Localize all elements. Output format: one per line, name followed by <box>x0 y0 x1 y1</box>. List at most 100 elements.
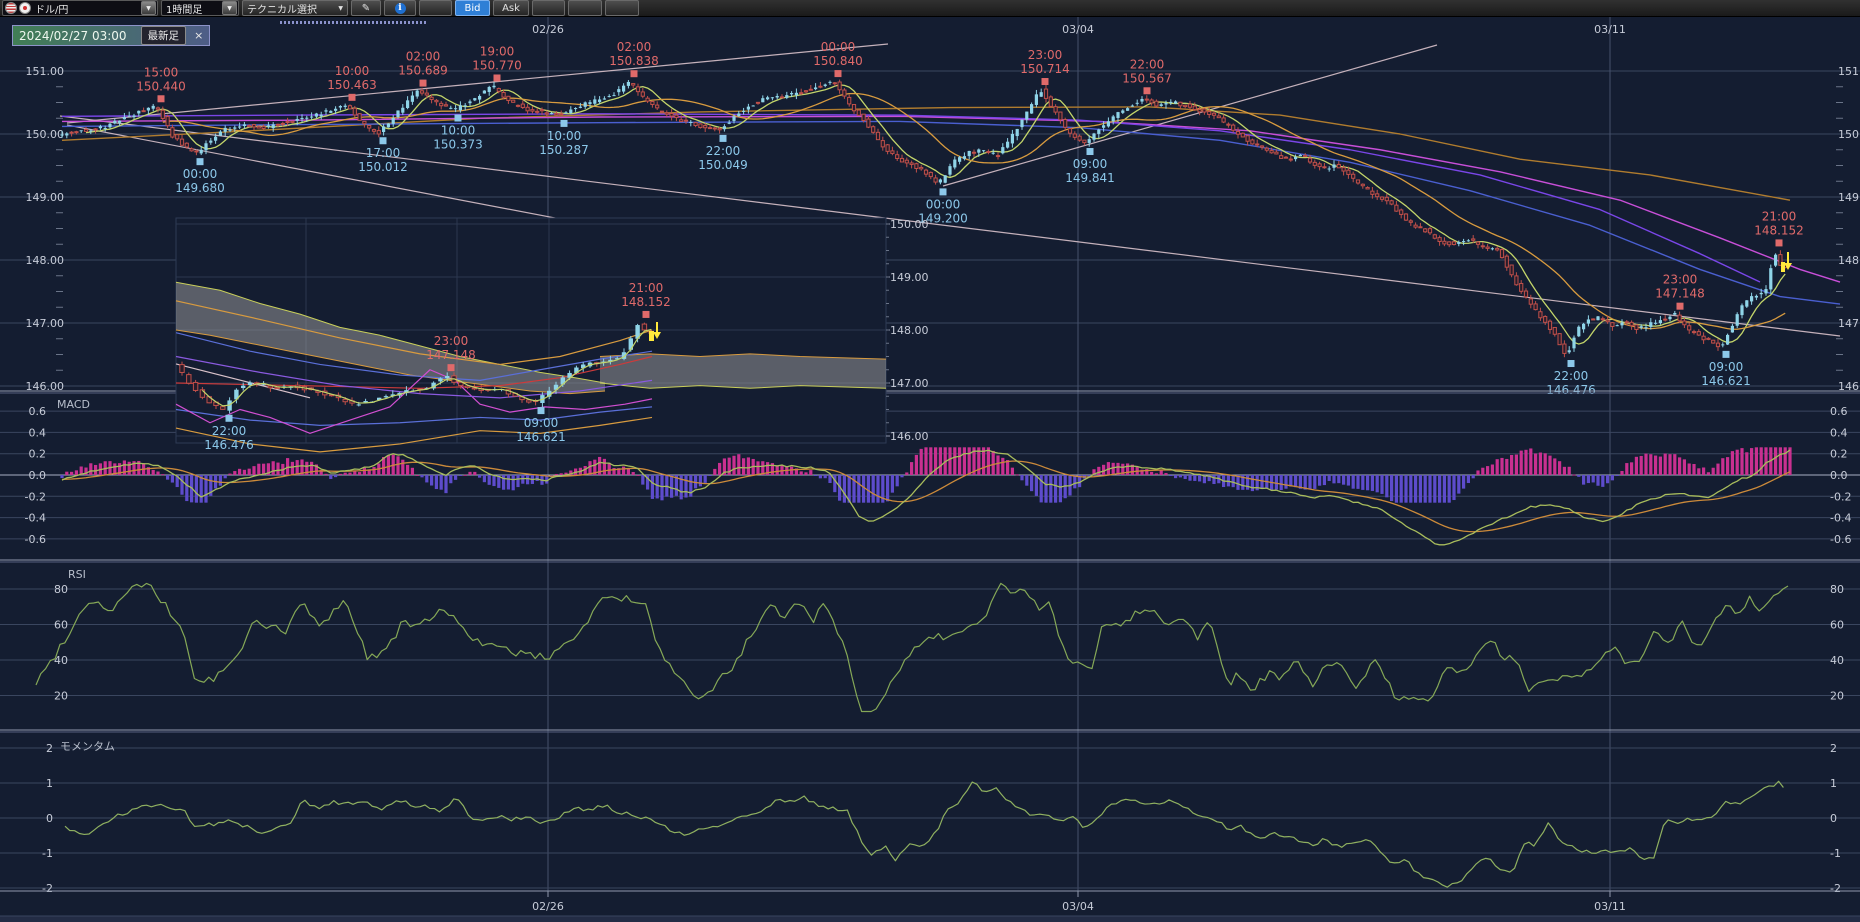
svg-text:03/11: 03/11 <box>1594 23 1626 36</box>
candle-chart-button[interactable] <box>1 0 565 28</box>
toolbar: ドル/円 ▼ 1時間足 ▼ テクニカル選択 ▼ ✎ i Bid Ask ↕ <box>0 0 1860 28</box>
tab-scroll-ticks[interactable] <box>280 21 427 24</box>
svg-text:23:00: 23:00 <box>1663 273 1698 287</box>
svg-text:0.4: 0.4 <box>1830 426 1848 439</box>
svg-text:147.148: 147.148 <box>426 348 476 362</box>
svg-text:02:00: 02:00 <box>406 50 441 64</box>
area-chart-button[interactable] <box>1 0 452 26</box>
technical-select-button[interactable]: テクニカル選択 ▼ <box>242 0 348 16</box>
zoom-inset-window[interactable]: 150.00 149.00 148.00 147.00 146.00 23:00147.1… <box>175 217 929 453</box>
svg-text:0.6: 0.6 <box>29 405 47 418</box>
svg-text:150.00: 150.00 <box>890 218 929 231</box>
currency-pair-label: ドル/円 <box>35 4 69 16</box>
svg-text:149.680: 149.680 <box>175 181 225 195</box>
candles <box>60 79 1788 358</box>
svg-text:60: 60 <box>54 619 68 632</box>
svg-text:150.770: 150.770 <box>472 58 522 72</box>
svg-text:1: 1 <box>46 777 53 790</box>
bid-button[interactable]: Bid <box>455 0 490 16</box>
svg-text:150.049: 150.049 <box>698 158 748 172</box>
svg-text:-0.4: -0.4 <box>1830 512 1851 525</box>
svg-text:148.152: 148.152 <box>1754 223 1804 237</box>
pencil-icon: ✎ <box>361 2 371 14</box>
svg-text:146.476: 146.476 <box>204 438 254 452</box>
chart-area[interactable]: 151.00 151.00 150.00 150.00 149.00 149.00 148.… <box>0 17 1860 922</box>
svg-text:20: 20 <box>54 690 68 703</box>
svg-text:00:00: 00:00 <box>926 197 961 211</box>
svg-text:149.00: 149.00 <box>890 271 929 284</box>
svg-text:150.00: 150.00 <box>1838 128 1860 141</box>
svg-text:80: 80 <box>54 583 68 596</box>
svg-text:15:00: 15:00 <box>144 65 179 79</box>
svg-text:02:00: 02:00 <box>617 40 652 54</box>
svg-text:21:00: 21:00 <box>1762 209 1797 223</box>
svg-text:0.0: 0.0 <box>1830 469 1848 482</box>
svg-text:0.0: 0.0 <box>29 469 47 482</box>
svg-text:146.621: 146.621 <box>516 430 566 444</box>
rsi-panel[interactable] <box>35 582 1789 713</box>
close-icon[interactable]: × <box>194 29 204 42</box>
svg-text:10:00: 10:00 <box>441 124 476 138</box>
chevron-down-icon[interactable]: ▼ <box>141 1 156 15</box>
ask-button[interactable]: Ask <box>493 0 529 16</box>
svg-text:モメンタム: モメンタム <box>60 740 115 753</box>
svg-text:147.00: 147.00 <box>1838 317 1860 330</box>
svg-text:149.00: 149.00 <box>1838 191 1860 204</box>
info-button[interactable]: i <box>384 0 416 16</box>
macd-panel[interactable] <box>60 447 1792 546</box>
svg-text:150.287: 150.287 <box>539 143 589 157</box>
svg-text:150.012: 150.012 <box>358 160 408 174</box>
svg-text:21:00: 21:00 <box>629 281 664 295</box>
currency-pair-select[interactable]: ドル/円 ▼ <box>2 0 158 16</box>
svg-text:147.00: 147.00 <box>26 317 65 330</box>
svg-text:03/04: 03/04 <box>1062 900 1094 913</box>
latest-bar-button[interactable]: 最新足 <box>140 26 187 45</box>
svg-text:149.200: 149.200 <box>918 211 968 225</box>
svg-text:02/26: 02/26 <box>532 900 564 913</box>
svg-text:149.841: 149.841 <box>1065 171 1115 185</box>
zoom-in-button[interactable]: ↕ <box>0 0 639 28</box>
chevron-down-icon[interactable]: ▼ <box>222 1 237 15</box>
timeframe-select[interactable]: 1時間足 ▼ <box>161 0 239 16</box>
svg-text:0.6: 0.6 <box>1830 405 1848 418</box>
ask-label: Ask <box>502 2 520 14</box>
svg-text:-0.4: -0.4 <box>25 512 46 525</box>
svg-text:10:00: 10:00 <box>335 64 370 78</box>
svg-text:150.463: 150.463 <box>327 78 377 92</box>
bid-label: Bid <box>464 2 481 14</box>
svg-text:22:00: 22:00 <box>212 424 247 438</box>
svg-text:-0.2: -0.2 <box>25 490 46 503</box>
svg-text:02/26: 02/26 <box>532 23 564 36</box>
draw-tool-button[interactable]: ✎ <box>351 0 381 16</box>
svg-text:1: 1 <box>1830 777 1837 790</box>
svg-text:148.00: 148.00 <box>26 254 65 267</box>
svg-text:150.689: 150.689 <box>398 64 448 78</box>
us-flag-icon <box>5 2 17 14</box>
info-icon: i <box>394 2 406 14</box>
svg-text:-1: -1 <box>42 847 53 860</box>
svg-text:09:00: 09:00 <box>1709 360 1744 374</box>
svg-text:150.840: 150.840 <box>813 54 863 68</box>
svg-text:03/04: 03/04 <box>1062 23 1094 36</box>
svg-text:-0.2: -0.2 <box>1830 490 1851 503</box>
svg-text:MACD: MACD <box>57 398 90 411</box>
svg-text:20: 20 <box>1830 690 1844 703</box>
svg-text:150.567: 150.567 <box>1122 71 1172 85</box>
price-annotations: 15:00150.44010:00150.46302:00150.68919:0… <box>136 40 1804 397</box>
svg-text:149.00: 149.00 <box>26 191 65 204</box>
svg-text:03/11: 03/11 <box>1594 900 1626 913</box>
svg-text:00:00: 00:00 <box>183 167 218 181</box>
svg-text:150.838: 150.838 <box>609 54 659 68</box>
zoom-out-button[interactable]: ↕ <box>0 0 602 28</box>
datetime-tab[interactable]: 2024/02/27 03:00 最新足 × <box>12 25 211 46</box>
svg-text:23:00: 23:00 <box>434 334 469 348</box>
svg-text:60: 60 <box>1830 619 1844 632</box>
panel-dividers <box>0 390 1860 922</box>
svg-text:40: 40 <box>1830 654 1844 667</box>
momentum-panel[interactable] <box>64 780 1784 888</box>
technical-select-label: テクニカル選択 <box>247 4 317 16</box>
price-panel[interactable] <box>59 43 1841 345</box>
svg-text:-0.6: -0.6 <box>1830 533 1851 546</box>
svg-text:-2: -2 <box>42 882 53 895</box>
